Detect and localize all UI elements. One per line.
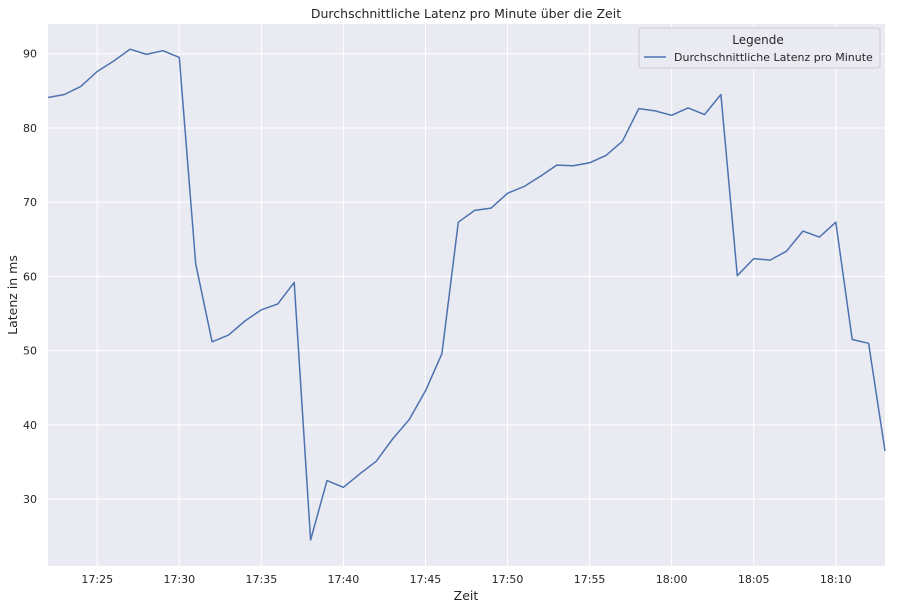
chart-title: Durchschnittliche Latenz pro Minute über… — [311, 6, 621, 21]
x-tick-label: 18:10 — [820, 573, 852, 586]
x-tick-label: 17:50 — [492, 573, 524, 586]
plot-area — [48, 24, 885, 566]
y-tick-label: 90 — [23, 48, 37, 61]
y-tick-label: 80 — [23, 122, 37, 135]
tick-labels: 30 40 50 60 70 80 90 17:25 17:30 17:35 17:40 17:45 1… — [23, 48, 852, 586]
grid-lines — [48, 24, 885, 566]
y-tick-label: 30 — [23, 493, 37, 506]
y-axis-label: Latenz in ms — [5, 255, 20, 335]
series-line — [47, 48, 886, 541]
x-axis-label: Zeit — [454, 588, 479, 603]
x-tick-label: 17:55 — [574, 573, 606, 586]
x-tick-label: 17:45 — [410, 573, 442, 586]
y-tick-label: 50 — [23, 345, 37, 358]
legend-title: Legende — [732, 33, 783, 47]
y-tick-label: 60 — [23, 270, 37, 283]
x-tick-label: 17:35 — [246, 573, 278, 586]
legend-box — [638, 27, 881, 69]
x-tick-label: 18:00 — [656, 573, 688, 586]
x-tick-label: 17:30 — [163, 573, 195, 586]
legend: Legende Durchschnittliche Latenz pro Min… — [638, 27, 881, 69]
legend-label: Durchschnittliche Latenz pro Minute — [674, 51, 873, 64]
x-tick-label: 18:05 — [738, 573, 770, 586]
y-tick-label: 40 — [23, 419, 37, 432]
y-tick-label: 70 — [23, 196, 37, 209]
series-layer — [47, 48, 886, 541]
x-tick-label: 17:40 — [328, 573, 360, 586]
x-tick-label: 17:25 — [81, 573, 113, 586]
